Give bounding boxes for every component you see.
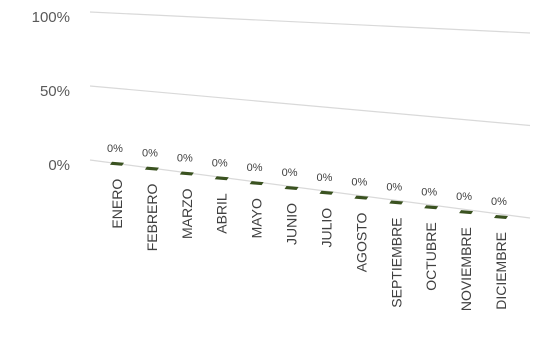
data-label: 0% [107,143,123,155]
category-labels: ENERO FEBRERO MARZO ABRIL MAYO JUNIO JULIO AGOS… [109,179,509,311]
bar [144,166,159,171]
bars [110,161,508,219]
bar [389,200,404,205]
x-tick-label: ABRIL [214,193,230,234]
data-label: 0% [421,186,437,198]
gridline-1 [89,85,531,127]
x-tick-label: OCTUBRE [423,222,439,290]
bar [179,171,194,176]
gridlines [89,11,531,219]
bar [110,161,124,166]
x-tick-label: NOVIEMBRE [458,227,474,311]
gridline-2 [89,11,531,34]
data-label: 0% [177,152,193,164]
bar [494,214,508,219]
data-label: 0% [247,162,263,174]
data-label: 0% [317,172,333,184]
data-label: 0% [456,191,472,203]
x-tick-label: MAYO [249,198,265,238]
y-tick-label: 50% [40,83,70,100]
data-label: 0% [386,181,402,193]
gridline-0 [89,159,531,219]
x-tick-label: DICIEMBRE [493,232,509,310]
data-label: 0% [491,196,507,208]
data-label: 0% [212,157,228,169]
data-label: 0% [351,177,367,189]
y-tick-label: 0% [48,157,70,174]
bar [319,190,334,195]
x-tick-label: AGOSTO [353,213,369,273]
x-tick-label: SEPTIEMBRE [388,217,404,307]
bar [214,176,229,181]
bar [354,195,369,200]
x-tick-label: JULIO [318,208,334,248]
bar [459,210,474,215]
bar [284,185,299,190]
data-labels: 0% 0% 0% 0% 0% 0% 0% 0% 0% 0% 0% 0% [107,143,507,208]
x-tick-label: FEBRERO [144,184,160,252]
y-tick-label: 100% [32,9,70,26]
bar [424,205,439,210]
x-tick-label: JUNIO [284,203,300,245]
x-tick-label: ENERO [109,179,125,229]
data-label: 0% [282,167,298,179]
x-tick-label: MARZO [179,188,195,239]
bar [249,181,264,186]
data-label: 0% [142,148,158,160]
y-axis-ticks: 0% 50% 100% [32,9,70,174]
